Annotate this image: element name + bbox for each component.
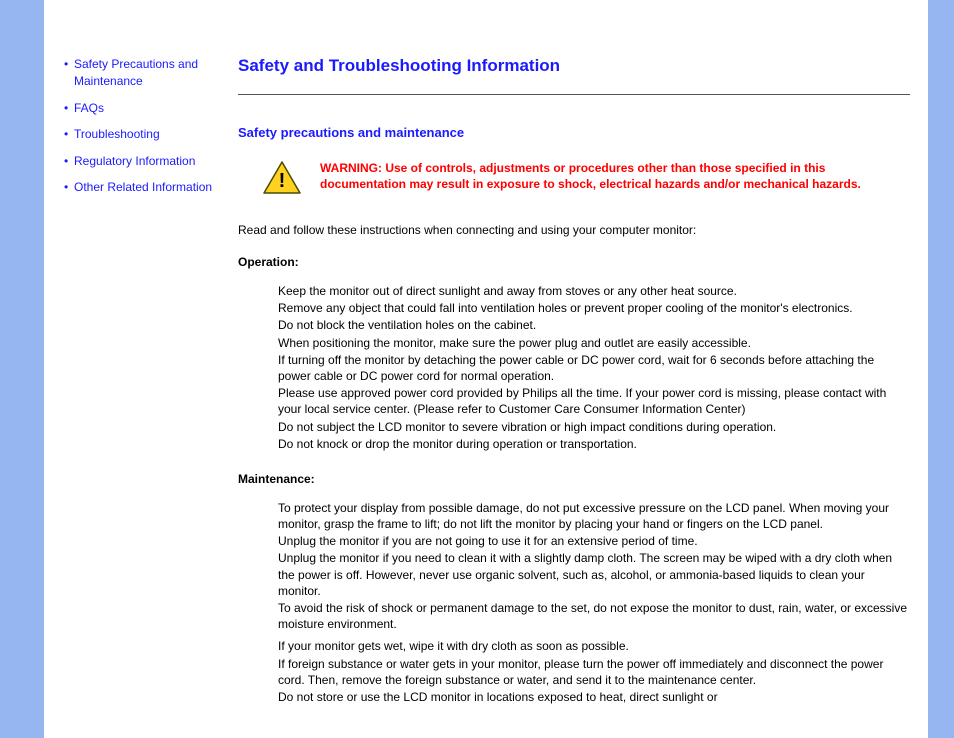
maintenance-list: To protect your display from possible da… — [278, 500, 910, 705]
sidebar-item-safety[interactable]: Safety Precautions and Maintenance — [62, 56, 224, 91]
maintenance-item: Do not store or use the LCD monitor in l… — [278, 689, 910, 705]
operation-item: Do not block the ventilation holes on th… — [278, 317, 910, 333]
left-stripe — [0, 0, 44, 738]
maintenance-item: If your monitor gets wet, wipe it with d… — [278, 638, 910, 654]
operation-item: Keep the monitor out of direct sunlight … — [278, 283, 910, 299]
intro-text: Read and follow these instructions when … — [238, 223, 910, 237]
sidebar-link[interactable]: Safety Precautions and Maintenance — [74, 57, 198, 88]
maintenance-heading: Maintenance: — [238, 472, 910, 486]
warning-text: WARNING: Use of controls, adjustments or… — [320, 160, 910, 192]
page-title: Safety and Troubleshooting Information — [238, 56, 910, 76]
operation-item: Do not knock or drop the monitor during … — [278, 436, 910, 452]
main-content: Safety and Troubleshooting Information S… — [234, 0, 928, 738]
svg-text:!: ! — [279, 170, 286, 192]
warning-icon: ! — [262, 160, 302, 199]
operation-list: Keep the monitor out of direct sunlight … — [278, 283, 910, 452]
content-wrap: Safety Precautions and Maintenance FAQs … — [44, 0, 928, 738]
sidebar-link[interactable]: FAQs — [74, 101, 104, 115]
sidebar-item-faqs[interactable]: FAQs — [62, 100, 224, 117]
operation-heading: Operation: — [238, 255, 910, 269]
maintenance-item: Unplug the monitor if you need to clean … — [278, 550, 910, 599]
right-stripe — [928, 0, 954, 738]
maintenance-item: To protect your display from possible da… — [278, 500, 910, 532]
operation-item: Remove any object that could fall into v… — [278, 300, 910, 316]
operation-item: When positioning the monitor, make sure … — [278, 335, 910, 351]
warning-block: ! WARNING: Use of controls, adjustments … — [238, 160, 910, 199]
sidebar-item-other[interactable]: Other Related Information — [62, 179, 224, 196]
maintenance-item: If foreign substance or water gets in yo… — [278, 656, 910, 688]
sidebar-link[interactable]: Other Related Information — [74, 180, 212, 194]
sidebar-item-regulatory[interactable]: Regulatory Information — [62, 153, 224, 170]
sidebar-link[interactable]: Troubleshooting — [74, 127, 160, 141]
page-root: Safety Precautions and Maintenance FAQs … — [0, 0, 954, 738]
sidebar-item-troubleshooting[interactable]: Troubleshooting — [62, 126, 224, 143]
operation-item: If turning off the monitor by detaching … — [278, 352, 910, 384]
operation-item: Do not subject the LCD monitor to severe… — [278, 419, 910, 435]
maintenance-item: Unplug the monitor if you are not going … — [278, 533, 910, 549]
sidebar-link[interactable]: Regulatory Information — [74, 154, 195, 168]
maintenance-item: To avoid the risk of shock or permanent … — [278, 600, 910, 632]
section-heading: Safety precautions and maintenance — [238, 125, 910, 140]
title-separator — [238, 94, 910, 95]
operation-item: Please use approved power cord provided … — [278, 385, 910, 417]
sidebar-nav: Safety Precautions and Maintenance FAQs … — [44, 0, 234, 738]
sidebar-list: Safety Precautions and Maintenance FAQs … — [62, 56, 224, 196]
